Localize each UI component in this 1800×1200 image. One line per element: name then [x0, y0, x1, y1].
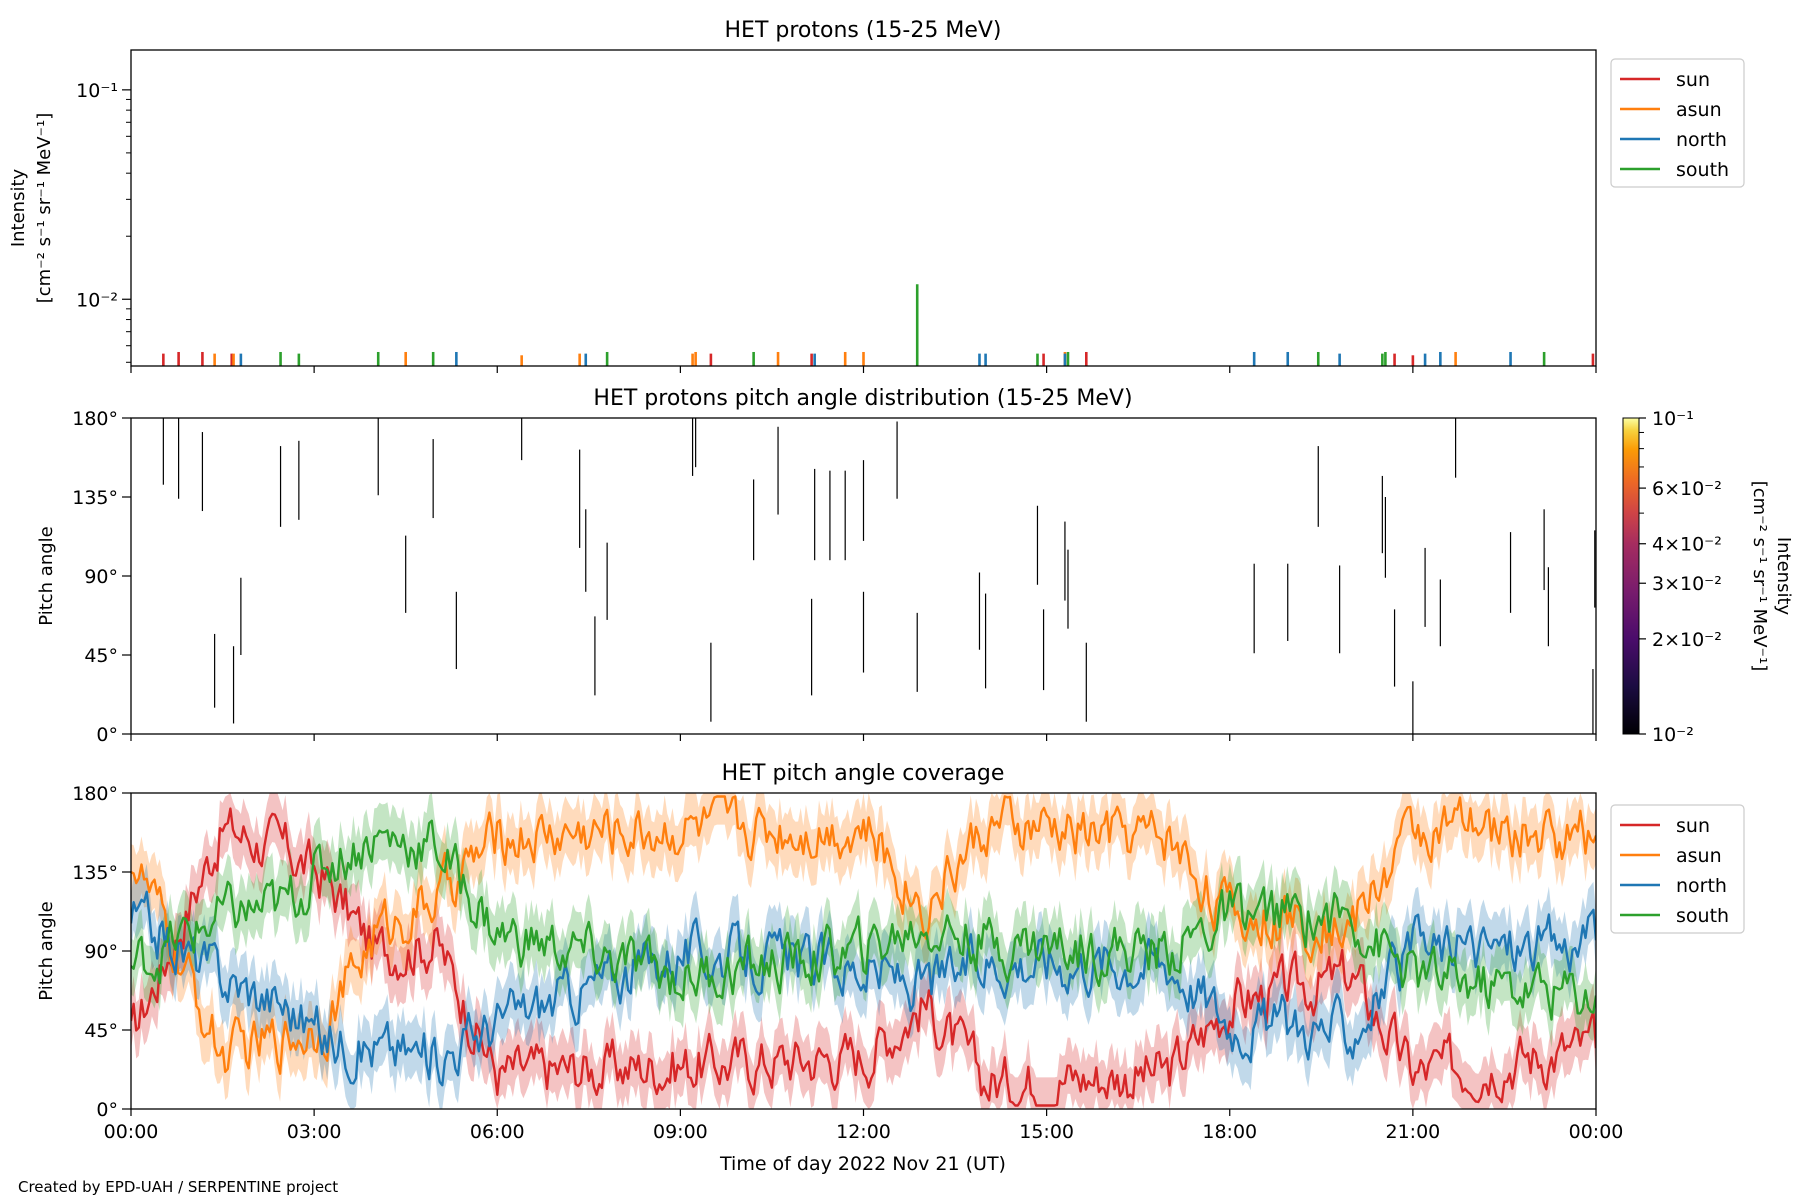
- panel-intensity-marks: [162, 284, 1595, 366]
- y-tick-label: 0°: [96, 1099, 118, 1121]
- legend-label-sun: sun: [1676, 69, 1710, 91]
- y-tick-label: 180°: [72, 408, 118, 430]
- coverage-line-sun: [131, 807, 1596, 1107]
- panel-intensity-ylabel-line1: Intensity: [8, 168, 29, 247]
- panel-intensity: HET protons (15-25 MeV) 10⁻¹ 10⁻² Intensi…: [8, 18, 1745, 373]
- coverage-line-asun: [131, 795, 1596, 1075]
- panel-intensity-title: HET protons (15-25 MeV): [725, 18, 1002, 43]
- x-tick-label: 03:00: [287, 1121, 342, 1143]
- coverage-band-asun: [131, 793, 1596, 1102]
- legend-label-sun: sun: [1676, 815, 1710, 837]
- y-tick-label: 45°: [84, 1020, 118, 1042]
- panel-coverage-ylabel: Pitch angle: [36, 901, 57, 1000]
- panel-pad-ylabel: Pitch angle: [36, 526, 57, 625]
- panel-pad: HET protons pitch angle distribution (15…: [36, 386, 1794, 746]
- colorbar: [1622, 417, 1640, 735]
- panel-pad-marks: [162, 418, 1596, 734]
- panel-coverage-marks: [131, 793, 1596, 1109]
- colorbar-tick-label: 10⁻¹: [1652, 408, 1694, 430]
- legend-label-asun: asun: [1676, 99, 1722, 121]
- panel-intensity-legend: sun asun north south: [1610, 58, 1745, 188]
- x-tick-label: 00:00: [1569, 1121, 1624, 1143]
- colorbar-tick-label: 10⁻²: [1652, 724, 1694, 746]
- footer-credit: Created by EPD-UAH / SERPENTINE project: [18, 1178, 338, 1196]
- colorbar-tick-label: 4×10⁻²: [1652, 534, 1722, 556]
- x-tick-label: 06:00: [470, 1121, 525, 1143]
- colorbar-ticks: 10⁻¹ 6×10⁻² 4×10⁻² 3×10⁻² 2×10⁻² 10⁻²: [1639, 408, 1722, 746]
- legend-label-north: north: [1676, 875, 1727, 897]
- x-axis-label: Time of day 2022 Nov 21 (UT): [719, 1153, 1006, 1175]
- colorbar-tick-label: 2×10⁻²: [1652, 629, 1722, 651]
- panel-intensity-frame: [130, 49, 1597, 367]
- legend-label-asun: asun: [1676, 845, 1722, 867]
- colorbar-tick-label: 3×10⁻²: [1652, 573, 1722, 595]
- coverage-line-south: [131, 819, 1596, 1021]
- y-tick-label: 10⁻²: [76, 289, 118, 311]
- y-tick-label: 180°: [72, 783, 118, 805]
- legend-box: [1610, 58, 1745, 188]
- legend-label-south: south: [1676, 159, 1729, 181]
- legend-box: [1610, 804, 1745, 934]
- x-tick-label: 18:00: [1202, 1121, 1257, 1143]
- coverage-line-north: [131, 890, 1596, 1087]
- legend-label-south: south: [1676, 905, 1729, 927]
- y-tick-label: 10⁻¹: [76, 80, 118, 102]
- panel-coverage-axes: 00:00 03:00 06:00 09:00 12:00 15:00 18:00 21:00…: [72, 783, 1623, 1143]
- x-tick-label: 00:00: [104, 1121, 159, 1143]
- panel-pad-axes: 0° 45° 90° 135° 180°: [72, 408, 1597, 746]
- colorbar-label-line1: Intensity: [1773, 537, 1794, 616]
- x-tick-label: 21:00: [1385, 1121, 1440, 1143]
- y-tick-label: 135°: [72, 487, 118, 509]
- y-tick-label: 45°: [84, 645, 118, 667]
- coverage-band-sun: [131, 793, 1596, 1109]
- x-tick-label: 15:00: [1019, 1121, 1074, 1143]
- panel-intensity-axes: 10⁻¹ 10⁻²: [76, 80, 1597, 373]
- y-tick-label: 90°: [84, 566, 118, 588]
- y-tick-label: 90°: [84, 941, 118, 963]
- y-tick-label: 135°: [72, 862, 118, 884]
- panel-coverage-legend: sun asun north south: [1610, 804, 1745, 934]
- panel-pad-title: HET protons pitch angle distribution (15…: [593, 386, 1132, 411]
- colorbar-label-line2: [cm⁻² s⁻¹ sr⁻¹ MeV⁻¹]: [1749, 481, 1770, 672]
- colorbar-tick-label: 6×10⁻²: [1652, 478, 1722, 500]
- legend-label-north: north: [1676, 129, 1727, 151]
- x-tick-label: 12:00: [836, 1121, 891, 1143]
- panel-coverage: HET pitch angle coverage 00:00 03:00 06:00…: [36, 761, 1745, 1143]
- y-tick-label: 0°: [96, 724, 118, 746]
- panel-intensity-ylabel-line2: [cm⁻² s⁻¹ sr⁻¹ MeV⁻¹]: [34, 113, 55, 304]
- panel-coverage-title: HET pitch angle coverage: [722, 761, 1005, 786]
- x-tick-label: 09:00: [653, 1121, 708, 1143]
